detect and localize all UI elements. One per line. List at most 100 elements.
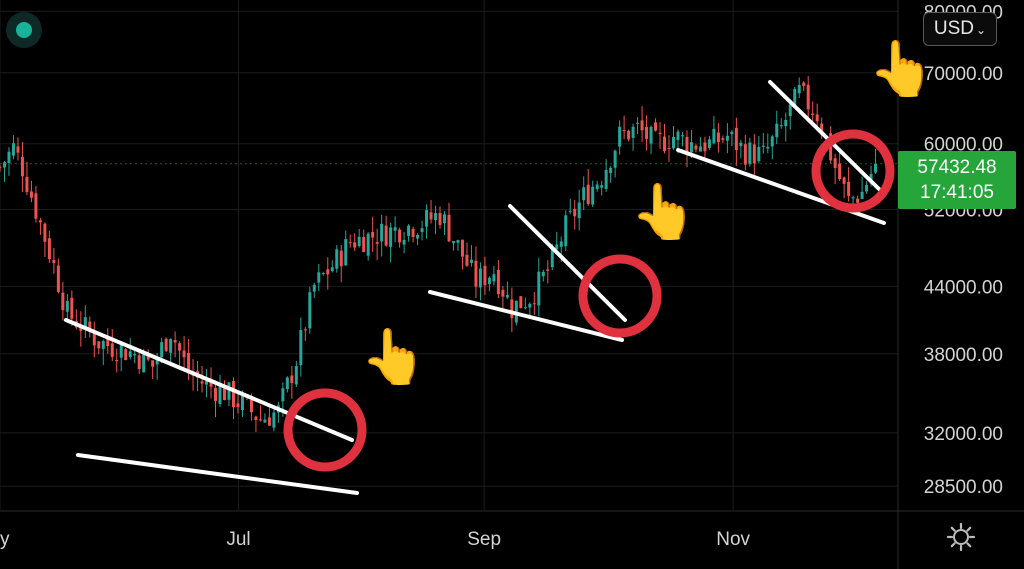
- candle-body: [447, 214, 451, 242]
- candle-body: [231, 381, 235, 408]
- wedge-lower-trendline: [428, 290, 624, 342]
- candle-body: [240, 395, 244, 410]
- candle-body: [312, 284, 316, 292]
- y-tick-label: 32000.00: [924, 424, 1003, 445]
- candle-body: [267, 417, 271, 426]
- x-tick-label: Nov: [716, 529, 750, 550]
- candle-body: [339, 250, 343, 267]
- candle-body: [173, 340, 177, 343]
- wedge-upper-trendline: [768, 80, 882, 192]
- candle-body: [160, 342, 164, 358]
- candle-body: [519, 296, 523, 309]
- candle-body: [559, 241, 563, 247]
- status-indicator-icon[interactable]: [6, 12, 42, 48]
- candle-body: [88, 321, 92, 332]
- candle-body: [766, 146, 770, 149]
- candle-body: [393, 227, 397, 231]
- candle-body: [757, 146, 761, 162]
- candle-body: [294, 366, 298, 385]
- candle-body: [636, 122, 640, 124]
- candle-body: [106, 337, 110, 347]
- candle-body: [586, 184, 590, 204]
- x-tick-label: Sep: [467, 529, 501, 550]
- candle-body: [654, 122, 658, 131]
- candle-body: [142, 351, 146, 373]
- candle-body: [609, 167, 613, 174]
- candle-body: [474, 260, 478, 287]
- candle-body: [779, 125, 783, 127]
- candle-body: [227, 382, 231, 400]
- candle-body: [483, 265, 487, 286]
- candle-body: [811, 113, 815, 115]
- candle-body: [97, 341, 101, 349]
- candle-body: [667, 147, 671, 149]
- wedge-annotations: [64, 80, 895, 495]
- candle-body: [61, 292, 65, 311]
- candle-body: [698, 146, 702, 152]
- candle-body: [865, 185, 869, 192]
- candle-body: [272, 412, 276, 428]
- candle-body: [550, 247, 554, 268]
- candle-body: [725, 135, 729, 141]
- candle-body: [308, 292, 312, 329]
- candle-body: [7, 151, 11, 164]
- candle-body: [716, 132, 720, 143]
- candle-body: [164, 338, 168, 351]
- candle-body: [847, 181, 851, 196]
- candle-body: [178, 343, 182, 351]
- candle-body: [303, 329, 307, 331]
- candle-body: [357, 236, 361, 247]
- candle-body: [658, 132, 662, 134]
- candle-body: [815, 114, 819, 122]
- y-tick-label: 44000.00: [924, 277, 1003, 298]
- candle-body: [254, 416, 258, 420]
- candle-body: [155, 358, 159, 365]
- candle-body: [438, 213, 442, 225]
- candle-body: [43, 223, 47, 242]
- candle-body: [182, 350, 186, 358]
- candle-body: [362, 236, 366, 253]
- candle-body: [640, 120, 644, 131]
- time-axis[interactable]: y Jul Sep Nov: [0, 529, 751, 550]
- price-axis[interactable]: 80000.0070000.0060000.0052000.0044000.00…: [924, 2, 1003, 498]
- candle-body: [11, 143, 15, 156]
- candle-body: [209, 381, 213, 387]
- y-tick-label: 38000.00: [924, 345, 1003, 366]
- candle-body: [631, 126, 635, 138]
- wedge-upper-trendline: [64, 318, 354, 442]
- candle-body: [326, 269, 330, 275]
- candle-body: [469, 259, 473, 263]
- candle-body: [546, 269, 550, 271]
- candle-body: [600, 185, 604, 188]
- candle-body: [856, 198, 860, 203]
- candle-body: [689, 142, 693, 153]
- candle-body: [411, 228, 415, 237]
- gear-icon[interactable]: [946, 522, 976, 552]
- candle-body: [595, 184, 599, 190]
- candle-body: [299, 330, 303, 366]
- candle-body: [496, 269, 500, 295]
- candle-body: [761, 145, 765, 147]
- chevron-down-icon: ⌄: [976, 23, 987, 37]
- candle-body: [802, 82, 806, 86]
- candle-body: [487, 277, 491, 285]
- candle-body: [407, 225, 411, 236]
- currency-selector[interactable]: USD ⌄: [923, 12, 997, 46]
- breakout-circle: [578, 254, 662, 338]
- candle-body: [384, 225, 388, 246]
- candle-body: [380, 223, 384, 242]
- pointing-hand-icon: 👆: [868, 39, 936, 99]
- candle-body: [739, 142, 743, 147]
- candle-body: [258, 419, 262, 421]
- candle-body: [523, 307, 527, 309]
- candle-body: [169, 338, 173, 353]
- breakout-circle: [283, 388, 367, 472]
- candle-body: [249, 399, 253, 413]
- candle-body: [56, 265, 60, 292]
- candle-body: [330, 267, 334, 272]
- candlestick-series: [0, 76, 898, 433]
- candle-body: [721, 138, 725, 140]
- candle-body: [555, 244, 559, 250]
- candle-body: [52, 259, 56, 264]
